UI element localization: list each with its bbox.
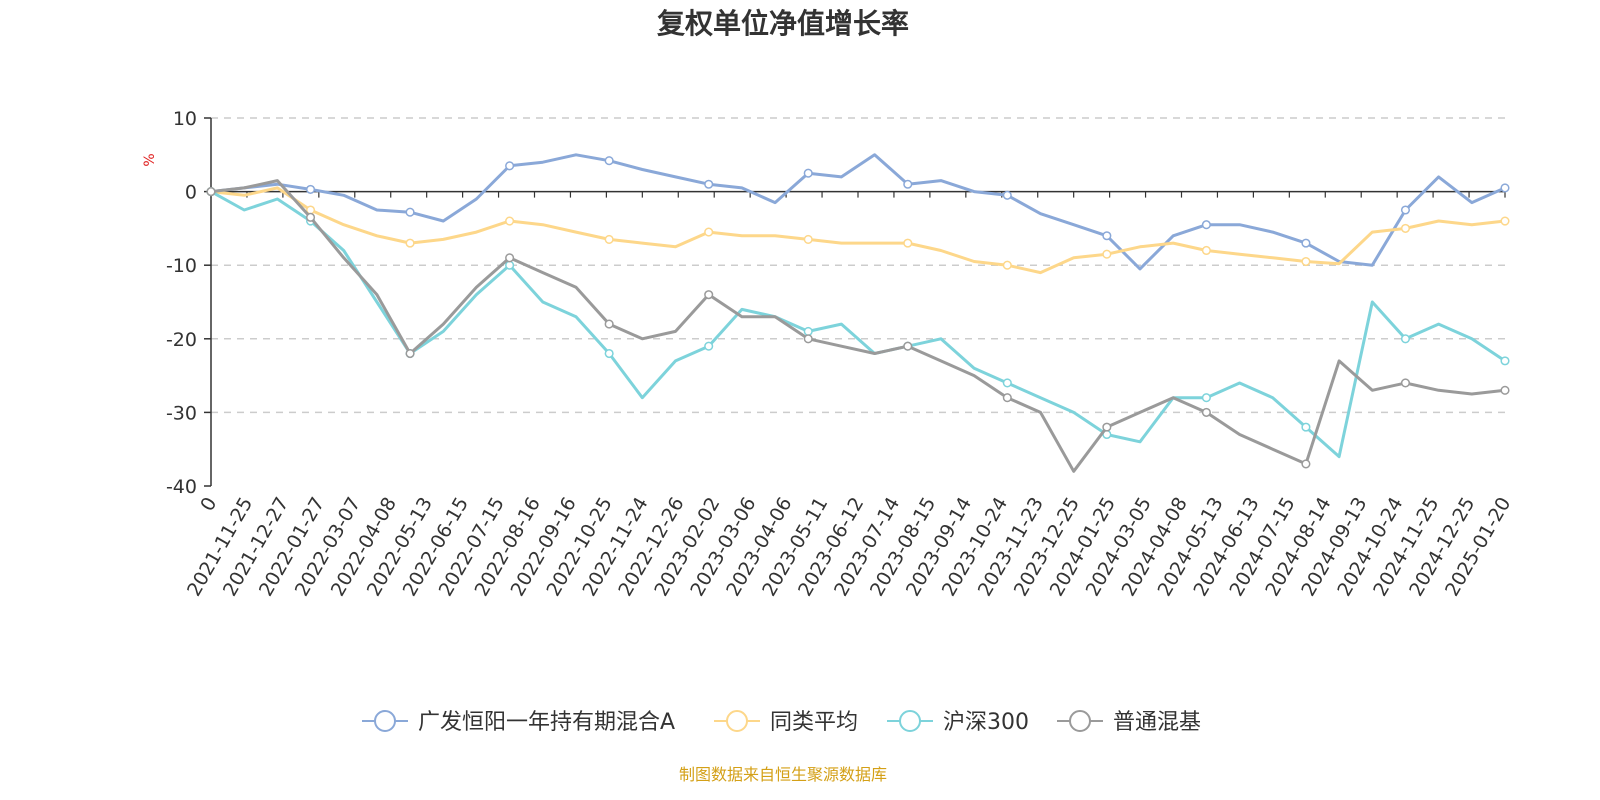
series-1-point [903, 238, 913, 248]
series-2-point [1002, 378, 1012, 388]
series-1-point [604, 234, 614, 244]
series-3-point [1201, 407, 1211, 417]
series-2-point [1301, 422, 1311, 432]
series-2-point [1400, 334, 1411, 344]
y-tick-label: -10 [166, 255, 197, 277]
legend-label: 同类平均 [770, 710, 858, 735]
y-tick-label: -20 [166, 329, 197, 351]
y-tick-label: 0 [185, 182, 197, 204]
series-3-point [1400, 378, 1411, 388]
series-3-point [1002, 393, 1012, 403]
y-axis-unit: % [142, 153, 158, 166]
series-line-2 [210, 190, 1506, 459]
series-0-point [704, 179, 714, 189]
legend-marker [374, 710, 396, 732]
series-0-point [505, 161, 515, 171]
series-3-point [803, 334, 813, 344]
series-3-point [505, 253, 515, 263]
series-1-point [803, 234, 813, 244]
legend-label: 普通混基 [1113, 710, 1201, 735]
series-line-1 [210, 186, 1506, 275]
legend: 广发恒阳一年持有期混合A 同类平均 沪深300 普通混基 [362, 710, 1201, 735]
chart-title: 复权单位净值增长率 [657, 7, 909, 40]
series-2-point [1201, 393, 1211, 403]
y-tick-label: -40 [166, 476, 197, 498]
series-0-point [1102, 231, 1112, 241]
series-2-point [604, 348, 614, 359]
series-0-point [1002, 190, 1012, 200]
series-3-point [206, 187, 216, 197]
series-3-point [704, 290, 714, 300]
legend-item-1[interactable]: 同类平均 [714, 710, 858, 735]
series-2-point [1500, 356, 1510, 366]
x-axis-ticks: 02021-11-252021-12-272022-01-272022-03-0… [183, 191, 1515, 600]
series-0-point [405, 207, 415, 217]
series-1-point [1400, 223, 1411, 233]
series-1-point [1102, 249, 1112, 259]
series-3-point [1102, 422, 1112, 432]
legend-marker [1069, 710, 1091, 732]
series-0-point [1201, 220, 1211, 230]
series-2-point [704, 341, 714, 351]
grid-lines [211, 117, 1505, 414]
legend-marker [726, 710, 748, 732]
series-1-point [405, 238, 415, 248]
series-3-point [903, 341, 913, 351]
legend-item-2[interactable]: 沪深300 [887, 710, 1029, 735]
series-1-point [505, 216, 515, 226]
series-0-point [305, 184, 316, 194]
legend-item-3[interactable]: 普通混基 [1057, 710, 1201, 735]
series-0-point [803, 168, 813, 178]
legend-marker [899, 710, 921, 732]
series-0-point [903, 179, 913, 189]
series-2-point [803, 326, 813, 336]
legend-item-0[interactable]: 广发恒阳一年持有期混合A [362, 710, 675, 735]
series-1-point [1201, 245, 1211, 256]
series-1-point [1002, 260, 1012, 270]
series-0-point [604, 156, 614, 166]
series-0-point [1400, 205, 1411, 215]
data-source-note: 制图数据来自恒生聚源数据库 [679, 765, 887, 784]
legend-label: 沪深300 [943, 710, 1029, 735]
series-2-point [505, 260, 515, 270]
series-3-point [405, 348, 415, 359]
series-1-point [1500, 216, 1510, 226]
series-3-point [1500, 385, 1510, 395]
series-line-0 [210, 153, 1506, 271]
x-tick-label: 0 [196, 494, 221, 515]
series-0-point [1500, 183, 1510, 193]
series-line-3 [210, 179, 1506, 473]
series-3-point [1301, 459, 1311, 469]
series-0-point [1301, 238, 1311, 248]
series-1-point [1301, 256, 1311, 267]
series-3-point [604, 319, 614, 329]
y-axis-ticks: 10 0 -10 -20 -30 -40 [166, 108, 211, 498]
series-1-point [704, 227, 714, 237]
y-tick-label: -30 [166, 402, 197, 424]
series-3-point [305, 212, 316, 222]
legend-label: 广发恒阳一年持有期混合A [418, 710, 675, 735]
series-lines [206, 153, 1510, 473]
y-tick-label: 10 [173, 108, 197, 130]
